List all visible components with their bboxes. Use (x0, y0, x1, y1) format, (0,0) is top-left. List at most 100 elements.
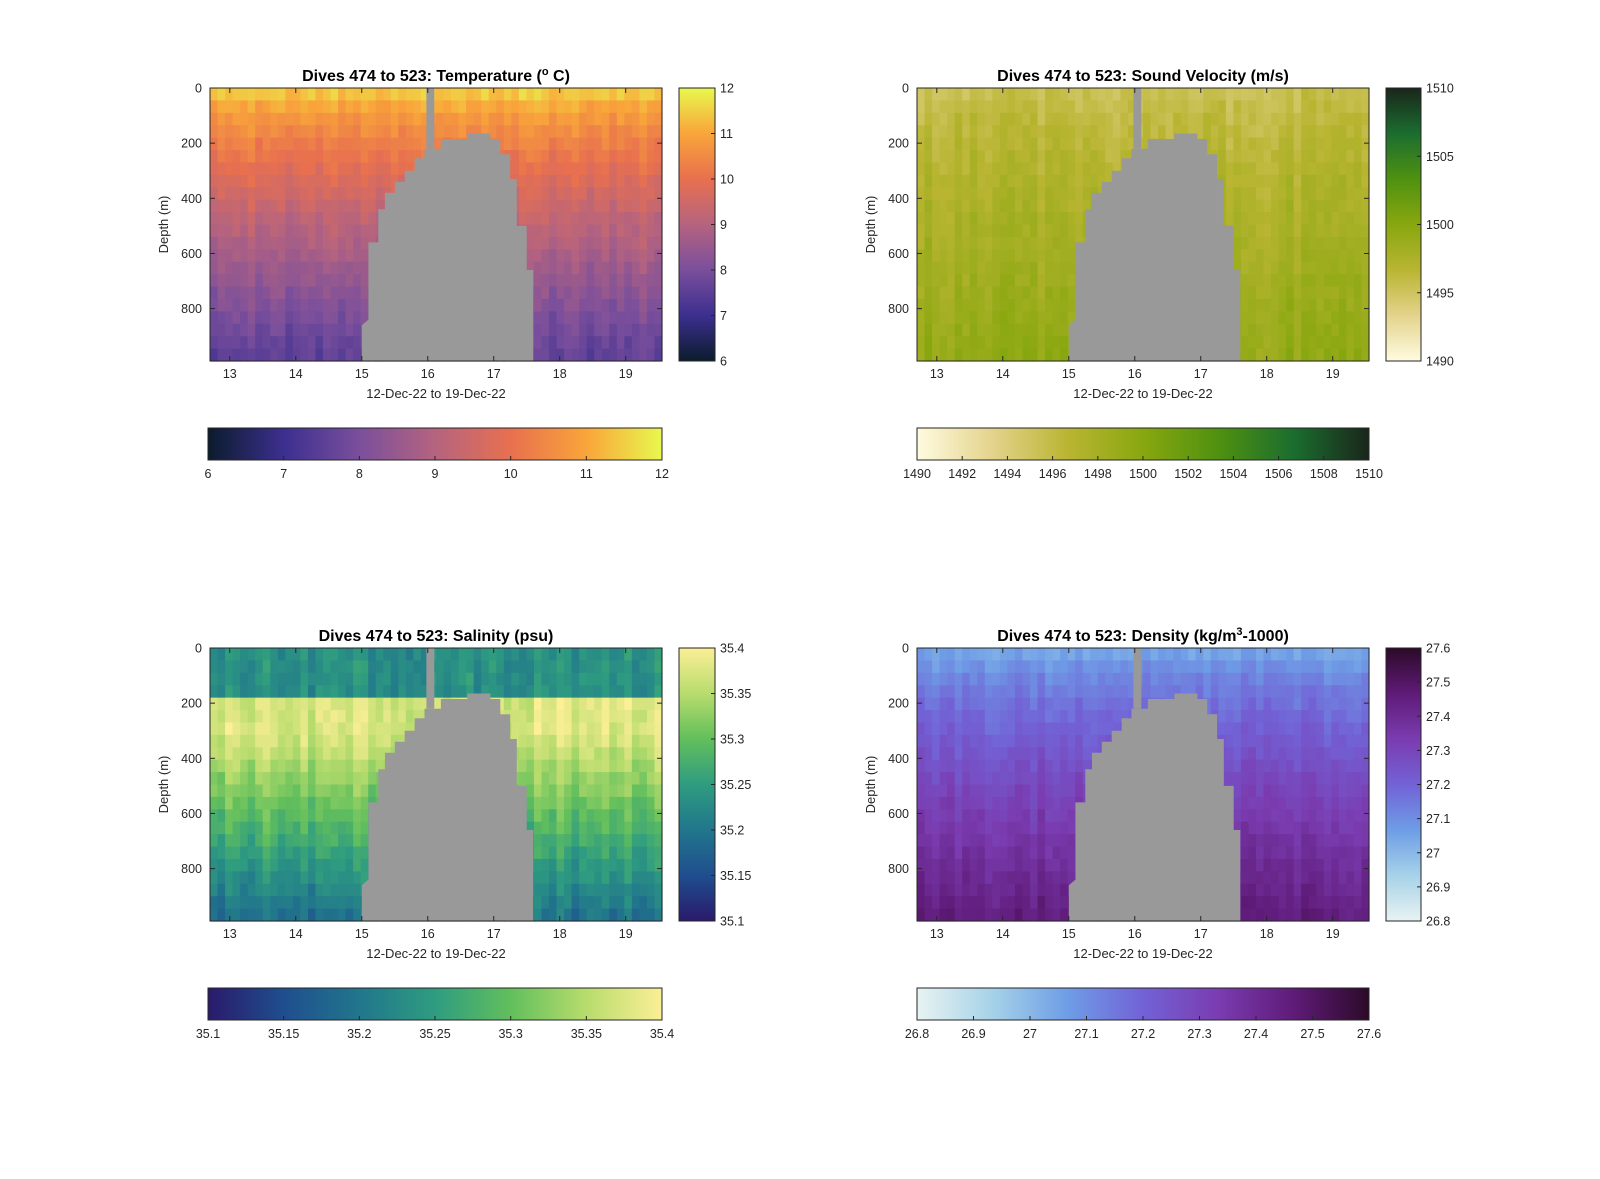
heatmap-cell (1316, 125, 1325, 139)
heatmap-cell (436, 685, 445, 699)
x-tick-label: 17 (487, 927, 501, 941)
heatmap-cell (594, 648, 603, 662)
heatmap-cell (210, 660, 219, 674)
colorbar-tick-label: 1508 (1310, 467, 1338, 481)
heatmap-cell (601, 112, 610, 126)
heatmap-cell (1030, 261, 1039, 275)
heatmap-cell (654, 871, 663, 885)
heatmap-cell (1030, 784, 1039, 798)
heatmap-cell (217, 336, 226, 350)
heatmap-cell (1263, 162, 1272, 176)
heatmap-cell (518, 747, 527, 761)
heatmap-cell (292, 784, 301, 798)
heatmap-cell (270, 697, 279, 711)
heatmap-cell (1301, 187, 1310, 201)
heatmap-cell (594, 846, 603, 860)
heatmap-cell (1263, 249, 1272, 263)
heatmap-cell (571, 896, 580, 910)
heatmap-cell (646, 212, 656, 226)
heatmap-cell (240, 323, 249, 337)
heatmap-cell (375, 648, 384, 662)
heatmap-cell (639, 883, 648, 897)
heatmap-cell (624, 323, 633, 337)
heatmap-cell (556, 162, 565, 176)
heatmap-cell (1127, 660, 1137, 674)
heatmap-cell (624, 224, 633, 238)
heatmap-cell (1278, 150, 1287, 164)
heatmap-cell (240, 697, 249, 711)
heatmap-cell (225, 772, 234, 786)
colorbar-tick-label: 1495 (1426, 286, 1454, 300)
heatmap-cell (420, 125, 430, 139)
heatmap-cell (533, 298, 543, 312)
heatmap-cell (654, 274, 663, 288)
heatmap-cell (210, 834, 219, 848)
heatmap-cell (1346, 150, 1355, 164)
heatmap-cell (969, 162, 978, 176)
heatmap-cell (1286, 88, 1295, 102)
heatmap-cell (646, 648, 656, 662)
heatmap-cell (1248, 112, 1257, 126)
heatmap-cell (541, 298, 550, 312)
heatmap-cell (240, 150, 249, 164)
heatmap-cell (300, 236, 309, 250)
heatmap-cell (217, 88, 226, 102)
heatmap-cell (526, 710, 535, 724)
heatmap-cell (977, 871, 986, 885)
heatmap-cell (518, 672, 527, 686)
heatmap-cell (1323, 137, 1332, 151)
heatmap-cell (1323, 348, 1332, 362)
heatmap-cell (1293, 212, 1302, 226)
heatmap-cell (549, 150, 558, 164)
heatmap-cell (330, 336, 339, 350)
heatmap-cell (315, 311, 324, 325)
heatmap-cell (631, 199, 640, 213)
heatmap-cell (338, 710, 347, 724)
heatmap-cell (353, 336, 362, 350)
heatmap-cell (1060, 722, 1069, 736)
heatmap-cell (338, 734, 347, 748)
heatmap-cell (285, 100, 294, 114)
heatmap-cell (639, 648, 648, 662)
heatmap-cell (999, 286, 1008, 300)
heatmap-cell (1045, 311, 1054, 325)
heatmap-cell (1278, 261, 1287, 275)
heatmap-cell (315, 883, 324, 897)
heatmap-cell (601, 821, 610, 835)
heatmap-cell (977, 261, 986, 275)
heatmap-cell (338, 697, 347, 711)
heatmap-cell (549, 348, 558, 362)
heatmap-cell (917, 697, 926, 711)
heatmap-cell (594, 261, 603, 275)
heatmap-cell (1022, 100, 1031, 114)
heatmap-cell (571, 298, 580, 312)
heatmap-cell (1075, 672, 1084, 686)
heatmap-cell (924, 908, 933, 922)
heatmap-cell (1293, 236, 1302, 250)
heatmap-cell (1233, 212, 1242, 226)
heatmap-cell (1308, 348, 1317, 362)
heatmap-cell (338, 100, 347, 114)
heatmap-cell (601, 187, 610, 201)
heatmap-cell (969, 871, 978, 885)
heatmap-cell (1127, 648, 1137, 662)
heatmap-cell (315, 660, 324, 674)
heatmap-cell (579, 286, 588, 300)
heatmap-cell (338, 261, 347, 275)
heatmap-cell (413, 648, 422, 662)
heatmap-cell (1286, 100, 1295, 114)
heatmap-cell (999, 150, 1008, 164)
heatmap-cell (564, 298, 573, 312)
heatmap-cell (285, 249, 294, 263)
heatmap-cell (984, 883, 993, 897)
heatmap-cell (488, 100, 497, 114)
heatmap-cell (247, 286, 256, 300)
heatmap-cell (984, 784, 993, 798)
y-axis-label: Depth (m) (156, 196, 171, 254)
heatmap-cell (624, 348, 633, 362)
heatmap-cell (1278, 298, 1287, 312)
y-tick-label: 0 (195, 82, 202, 96)
heatmap-cell (977, 722, 986, 736)
heatmap-cell (277, 796, 286, 810)
heatmap-cell (1007, 896, 1016, 910)
